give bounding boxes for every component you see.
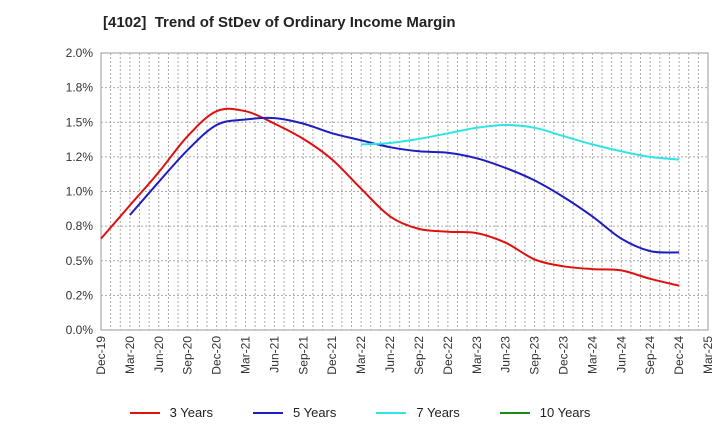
y-tick-label: 0.8% [66, 219, 94, 233]
chart-title: [4102] Trend of StDev of Ordinary Income… [103, 14, 456, 31]
legend: 3 Years 5 Years 7 Years 10 Years [0, 405, 720, 420]
legend-swatch [376, 411, 407, 414]
x-tick-label: Jun-20 [152, 336, 166, 373]
legend-label: 7 Years [416, 405, 460, 420]
x-tick-label: Mar-20 [123, 336, 137, 374]
x-tick-label: Jun-24 [614, 336, 628, 373]
legend-item: 7 Years [376, 405, 460, 420]
legend-label: 5 Years [293, 405, 337, 420]
x-tick-label: Dec-23 [556, 336, 570, 375]
y-tick-label: 1.2% [66, 150, 94, 164]
x-tick-label: Mar-23 [470, 336, 484, 374]
legend-swatch [129, 411, 160, 414]
y-tick-label: 1.0% [66, 185, 94, 199]
y-tick-label: 1.5% [66, 115, 94, 129]
series-layer [100, 107, 680, 287]
series-line-5-years [129, 116, 680, 254]
x-tick-label: Sep-20 [181, 336, 195, 375]
plot-area [100, 52, 709, 331]
legend-label: 3 Years [169, 405, 213, 420]
legend-swatch [253, 411, 283, 414]
x-tick-label: Dec-22 [441, 336, 455, 375]
y-tick-label: 0.5% [66, 254, 94, 268]
x-tick-label: Dec-20 [210, 336, 224, 375]
x-tick-label: Mar-24 [585, 336, 599, 374]
x-tick-label: Dec-19 [94, 336, 108, 375]
y-tick-label: 0.2% [66, 288, 94, 302]
grid-layer [100, 52, 709, 331]
y-tick-label: 2.0% [66, 46, 94, 60]
legend-item: 3 Years [129, 405, 213, 420]
x-tick-label: Jun-23 [499, 336, 513, 373]
x-tick-label: Mar-22 [354, 336, 368, 374]
y-tick-label: 1.8% [66, 81, 94, 95]
x-tick-label: Jun-22 [383, 336, 397, 373]
legend-swatch [499, 411, 530, 414]
x-tick-label: Sep-21 [296, 336, 310, 375]
x-tick-label: Sep-22 [412, 336, 426, 375]
series-line-3-years [100, 107, 680, 287]
x-tick-label: Mar-25 [701, 336, 715, 374]
x-tick-label: Mar-21 [239, 336, 253, 374]
x-tick-label: Jun-21 [267, 336, 281, 373]
axis-layer: 0.0% 0.2% 0.5% 0.8% 1.0% 1.2% 1.5% 1.8% 2.0% Dec-… [66, 46, 715, 375]
x-tick-label: Dec-24 [672, 336, 686, 375]
y-tick-label: 0.0% [66, 323, 94, 337]
x-tick-label: Sep-23 [528, 336, 542, 375]
legend-item: 10 Years [499, 405, 591, 420]
series-line-7-years [361, 123, 680, 161]
x-tick-label: Dec-21 [325, 336, 339, 375]
legend-item: 5 Years [253, 405, 336, 420]
legend-label: 10 Years [539, 405, 591, 420]
x-tick-label: Sep-24 [643, 336, 657, 375]
